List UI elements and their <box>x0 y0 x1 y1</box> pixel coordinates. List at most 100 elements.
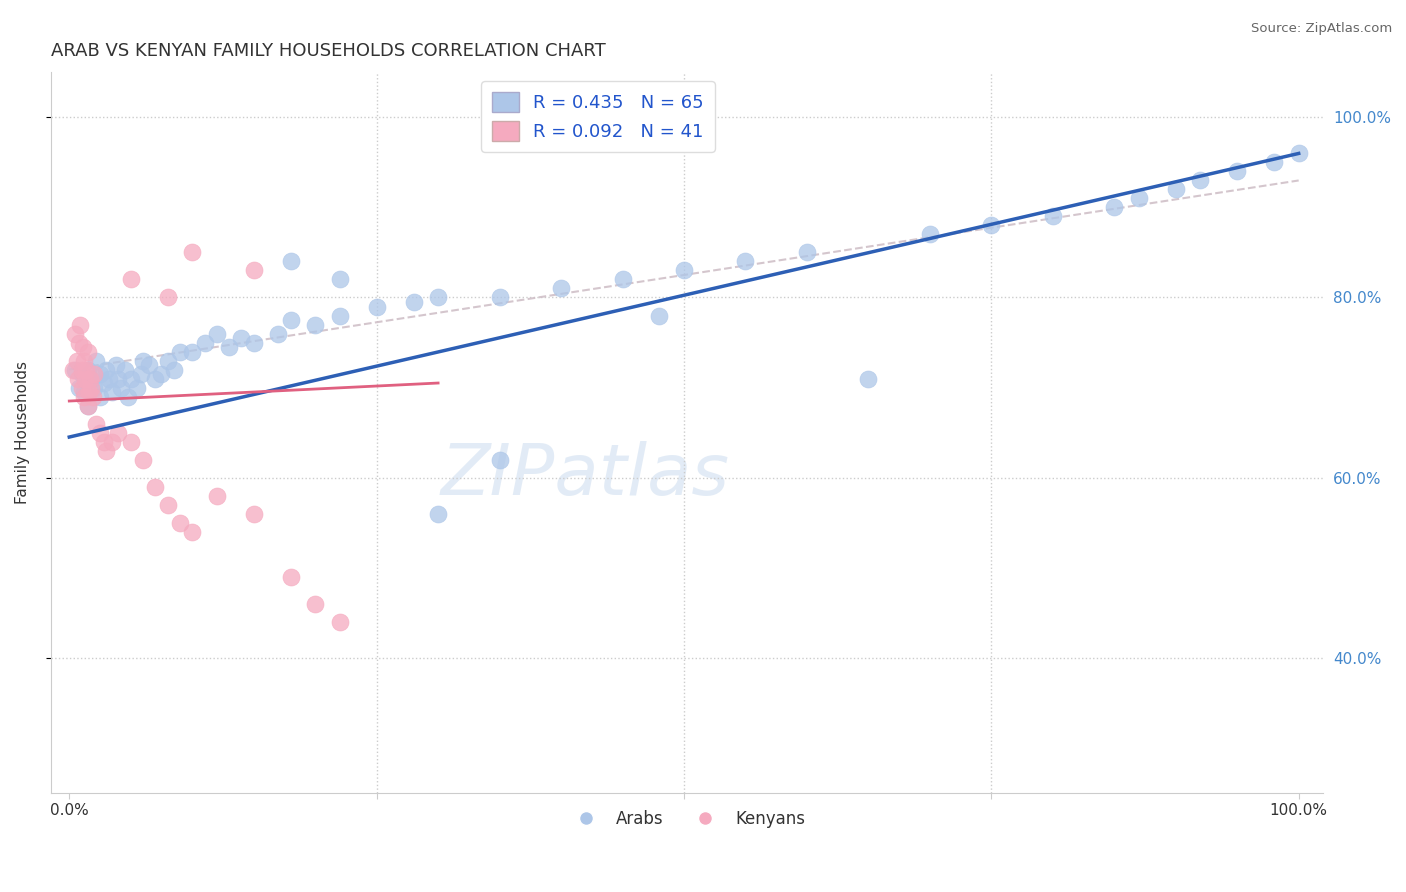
Point <box>75 371 97 385</box>
Point <box>70 367 93 381</box>
Point <box>612 272 634 286</box>
Point <box>76 362 98 376</box>
Point <box>73 353 96 368</box>
Point <box>101 384 124 399</box>
Point <box>550 281 572 295</box>
Point <box>73 390 96 404</box>
Point <box>86 417 108 431</box>
Point <box>918 227 941 242</box>
Point <box>107 371 129 385</box>
Point <box>488 291 510 305</box>
Point <box>1189 173 1212 187</box>
Point <box>66 353 89 368</box>
Point <box>73 384 96 399</box>
Point <box>366 300 388 314</box>
Point <box>280 254 302 268</box>
Point <box>79 371 101 385</box>
Point <box>980 219 1002 233</box>
Point <box>65 362 87 376</box>
Point <box>163 362 186 376</box>
Point <box>156 291 179 305</box>
Point <box>120 272 142 286</box>
Point <box>89 390 111 404</box>
Point <box>858 371 880 385</box>
Point <box>66 371 89 385</box>
Point <box>80 380 103 394</box>
Point <box>1226 164 1249 178</box>
Point <box>76 362 98 376</box>
Point <box>218 340 240 354</box>
Point <box>329 309 352 323</box>
Point <box>120 371 142 385</box>
Point <box>193 335 215 350</box>
Point <box>156 353 179 368</box>
Point <box>69 318 91 332</box>
Point <box>76 399 98 413</box>
Point <box>117 390 139 404</box>
Point <box>267 326 290 341</box>
Point <box>93 434 115 449</box>
Point <box>143 371 166 385</box>
Point <box>648 309 671 323</box>
Point <box>129 367 152 381</box>
Point <box>83 380 105 394</box>
Point <box>86 353 108 368</box>
Point <box>242 335 264 350</box>
Point <box>70 380 93 394</box>
Point <box>1263 155 1285 169</box>
Point <box>1164 182 1187 196</box>
Point <box>181 245 204 260</box>
Point <box>96 362 118 376</box>
Point <box>138 358 160 372</box>
Point <box>734 254 756 268</box>
Text: Source: ZipAtlas.com: Source: ZipAtlas.com <box>1251 22 1392 36</box>
Point <box>96 443 118 458</box>
Point <box>70 362 93 376</box>
Point <box>304 597 326 611</box>
Point <box>169 344 191 359</box>
Point <box>329 272 352 286</box>
Point <box>143 479 166 493</box>
Point <box>205 489 228 503</box>
Point <box>280 569 302 583</box>
Point <box>132 353 155 368</box>
Point <box>76 399 98 413</box>
Point <box>104 358 127 372</box>
Point <box>304 318 326 332</box>
Point <box>110 380 132 394</box>
Point <box>1042 210 1064 224</box>
Text: ZIPatlas: ZIPatlas <box>440 442 730 510</box>
Point <box>427 291 450 305</box>
Point <box>402 295 425 310</box>
Point <box>132 452 155 467</box>
Point <box>89 367 111 381</box>
Point <box>107 425 129 440</box>
Point <box>65 326 87 341</box>
Point <box>76 344 98 359</box>
Point <box>427 507 450 521</box>
Point <box>169 516 191 530</box>
Point <box>280 313 302 327</box>
Point <box>93 376 115 390</box>
Point <box>101 434 124 449</box>
Point <box>150 367 173 381</box>
Point <box>329 615 352 629</box>
Point <box>72 340 94 354</box>
Point <box>67 380 90 394</box>
Text: ARAB VS KENYAN FAMILY HOUSEHOLDS CORRELATION CHART: ARAB VS KENYAN FAMILY HOUSEHOLDS CORRELA… <box>51 42 606 60</box>
Point <box>488 452 510 467</box>
Point <box>97 371 120 385</box>
Point <box>181 524 204 539</box>
Point <box>80 371 103 385</box>
Point <box>156 498 179 512</box>
Point <box>62 362 84 376</box>
Y-axis label: Family Households: Family Households <box>15 361 30 504</box>
Point <box>231 331 253 345</box>
Point <box>83 367 105 381</box>
Point <box>1288 146 1310 161</box>
Point <box>242 263 264 277</box>
Point <box>672 263 695 277</box>
Point <box>181 344 204 359</box>
Point <box>125 380 148 394</box>
Point <box>77 384 100 399</box>
